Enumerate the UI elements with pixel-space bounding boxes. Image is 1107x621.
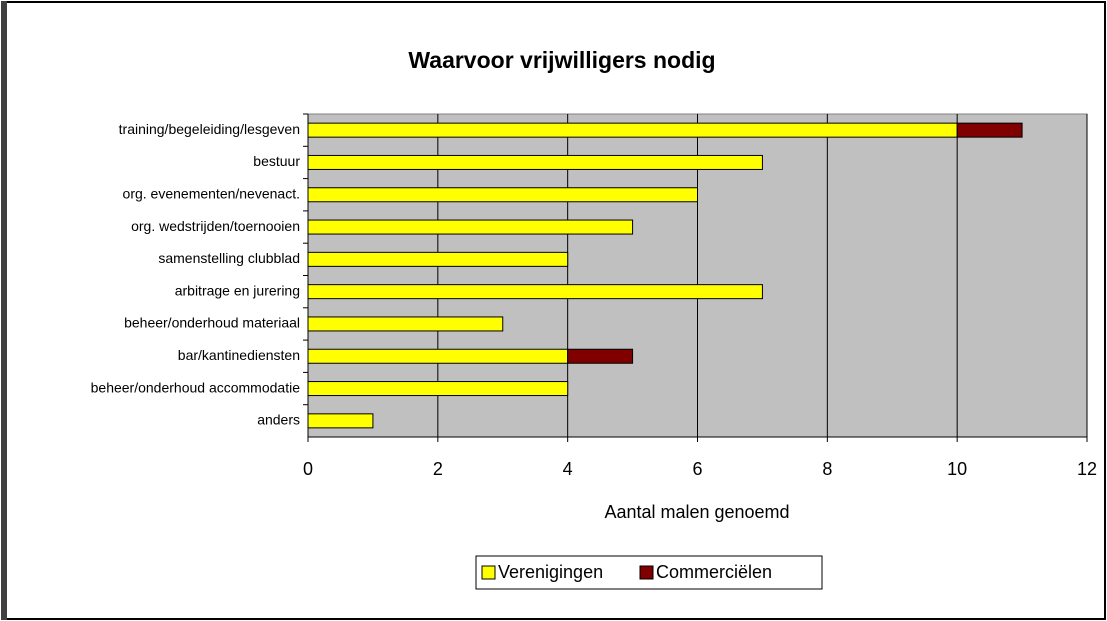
y-tick-label: training/begeleiding/lesgeven [119, 121, 300, 137]
x-axis-title: Aantal malen genoemd [604, 502, 789, 522]
x-tick-label: 10 [947, 459, 967, 479]
frame-left [1, 1, 7, 620]
bar-segment [307, 316, 504, 332]
chart-title: Waarvoor vrijwilligers nodig [408, 47, 715, 73]
x-tick-label: 12 [1077, 459, 1097, 479]
y-tick-label: bestuur [253, 153, 300, 169]
bar-segment [307, 219, 634, 235]
x-tick-label: 4 [563, 459, 573, 479]
x-tick-label: 6 [692, 459, 702, 479]
bar-segment [307, 187, 698, 203]
y-tick-label: beheer/onderhoud accommodatie [91, 379, 301, 395]
y-tick-label: samenstelling clubblad [158, 250, 300, 266]
bar-segment [307, 381, 569, 397]
y-tick-label: beheer/onderhoud materiaal [124, 315, 300, 331]
x-tick-label: 8 [822, 459, 832, 479]
y-tick-label: org. evenementen/nevenact. [123, 185, 300, 201]
legend-label: Verenigingen [498, 562, 603, 582]
y-tick-label: arbitrage en jurering [175, 282, 300, 298]
y-tick-label: anders [257, 412, 300, 428]
legend-swatch [639, 565, 654, 580]
legend-label: Commerciëlen [656, 562, 772, 582]
bar-segment [307, 251, 569, 267]
x-tick-label: 2 [433, 459, 443, 479]
bar-segment [307, 284, 763, 300]
bar-segment [956, 122, 1023, 138]
bar-segment [307, 413, 374, 429]
y-tick-label: bar/kantinediensten [178, 347, 300, 363]
bar-segment [567, 348, 634, 364]
legend-swatch [481, 565, 496, 580]
bar-segment [307, 122, 958, 138]
y-tick-label: org. wedstrijden/toernooien [131, 218, 300, 234]
bar-segment [307, 154, 763, 170]
x-tick-label: 0 [303, 459, 313, 479]
bar-segment [307, 348, 569, 364]
